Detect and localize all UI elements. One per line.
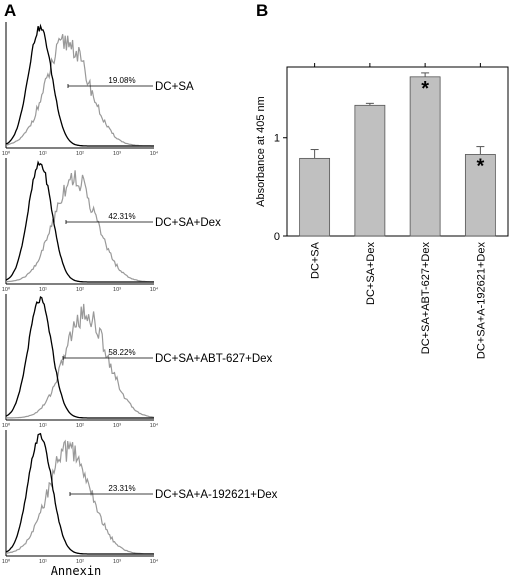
condition-label: DC+SA+Dex bbox=[155, 217, 221, 229]
histogram-tick-label: 10¹ bbox=[39, 423, 47, 429]
treated-histogram-curve bbox=[5, 170, 155, 283]
control-histogram-curve bbox=[5, 23, 154, 147]
treated-histogram-curve bbox=[6, 34, 154, 147]
category-label: DC+SA+A-192621+Dex bbox=[475, 242, 487, 360]
histogram-tick-label: 10³ bbox=[113, 559, 121, 565]
plot-frame bbox=[286, 66, 509, 237]
histogram-tick-label: 10⁴ bbox=[150, 286, 159, 293]
condition-label: DC+SA+A-192621+Dex bbox=[155, 489, 278, 501]
histogram-tick-label: 10² bbox=[76, 287, 84, 293]
condition-label: DC+SA bbox=[155, 81, 194, 93]
panel-a-letter: A bbox=[4, 1, 16, 20]
y-tick-label: 0 bbox=[274, 231, 280, 243]
category-label: DC+SA+ABT-627+Dex bbox=[420, 242, 432, 355]
significance-star: * bbox=[421, 78, 429, 100]
y-axis-label: Absorbance at 405 nm bbox=[255, 96, 267, 207]
bar-4 bbox=[464, 154, 496, 237]
histogram-tick-label: 10² bbox=[76, 423, 84, 429]
y-tick-label: 1 bbox=[274, 133, 280, 145]
histogram-tick-label: 10⁴ bbox=[150, 558, 159, 565]
significance-star: * bbox=[476, 155, 484, 177]
bar-1 bbox=[299, 157, 331, 237]
gate-percent-label: 19.08% bbox=[108, 76, 135, 85]
panel-b-letter: B bbox=[256, 1, 268, 20]
treated-histogram-curve bbox=[5, 303, 155, 419]
histogram-panel-3: 10⁰ 10¹ 10² 10³ 10⁴ 58.22% DC+SA+ABT-627+Dex bbox=[2, 294, 273, 429]
histogram-tick-label: 10⁴ bbox=[150, 150, 159, 157]
histogram-panel-1: 10⁰ 10¹ 10² 10³ 10⁴ 19.08% DC+SA bbox=[2, 22, 194, 157]
category-label: DC+SA bbox=[310, 241, 322, 279]
control-histogram-curve bbox=[5, 160, 154, 283]
histogram-tick-label: 10¹ bbox=[39, 287, 47, 293]
histogram-panel-4: 10⁰ 10¹ 10² 10³ 10⁴ 23.31% DC+SA+A-192621+Dex bbox=[2, 430, 278, 565]
histogram-tick-label: 10³ bbox=[113, 151, 121, 157]
annexin-axis-label: Annexin bbox=[51, 564, 102, 578]
histogram-tick-label: 10⁰ bbox=[2, 150, 11, 157]
histogram-tick-label: 10⁰ bbox=[2, 422, 11, 429]
bar-chart: 0 1 Absorbance at 405 nm DC+SA DC+SA+Dex * DC+… bbox=[255, 63, 509, 360]
gate-percent-label: 23.31% bbox=[108, 484, 135, 493]
condition-label: DC+SA+ABT-627+Dex bbox=[155, 353, 273, 365]
histogram-tick-label: 10² bbox=[76, 559, 84, 565]
histogram-tick-label: 10¹ bbox=[39, 559, 47, 565]
histogram-tick-label: 10³ bbox=[113, 423, 121, 429]
gate-percent-label: 42.31% bbox=[108, 212, 135, 221]
histogram-tick-label: 10¹ bbox=[39, 151, 47, 157]
histogram-tick-label: 10⁴ bbox=[150, 422, 159, 429]
treated-histogram-curve bbox=[5, 439, 155, 555]
histogram-panel-2: 10⁰ 10¹ 10² 10³ 10⁴ 42.31% DC+SA+Dex bbox=[2, 158, 221, 293]
category-label: DC+SA+Dex bbox=[365, 242, 377, 305]
histogram-tick-label: 10² bbox=[76, 151, 84, 157]
control-histogram-curve bbox=[5, 432, 154, 555]
histogram-tick-label: 10³ bbox=[113, 287, 121, 293]
histogram-tick-label: 10⁰ bbox=[2, 558, 11, 565]
bar-3 bbox=[409, 76, 441, 237]
histogram-tick-label: 10⁰ bbox=[2, 286, 11, 293]
control-histogram-curve bbox=[5, 295, 154, 419]
bar-2 bbox=[354, 104, 386, 237]
gate-percent-label: 58.22% bbox=[108, 348, 135, 357]
